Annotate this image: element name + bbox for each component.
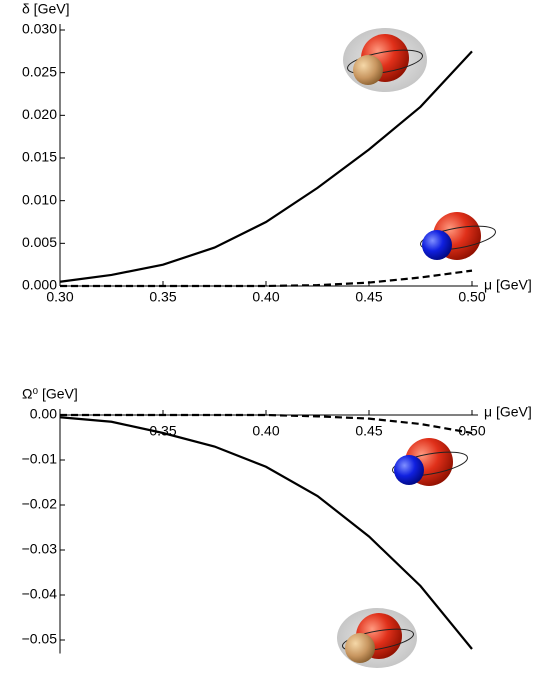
y-tick-label: −0.01	[22, 451, 58, 467]
icon-molecule-cloud	[343, 28, 427, 92]
y-tick-label: 0.030	[22, 21, 57, 37]
y-tick-label: 0.005	[22, 234, 57, 250]
x-tick-label: 0.45	[355, 423, 382, 439]
x-axis-label: μ [GeV]	[484, 404, 532, 420]
x-axis-label: μ [GeV]	[484, 277, 532, 293]
x-tick-label: 0.40	[252, 423, 279, 439]
x-tick-label: 0.35	[149, 289, 176, 305]
x-tick-label: 0.50	[458, 289, 485, 305]
y-tick-label: −0.03	[22, 541, 58, 557]
y-axis-label: δ [GeV]	[22, 1, 69, 17]
y-tick-label: −0.05	[22, 631, 58, 647]
series-line	[60, 413, 473, 435]
y-tick-label: 0.000	[22, 277, 57, 293]
y-tick-label: 0.015	[22, 149, 57, 165]
series-line	[59, 416, 473, 650]
y-tick-label: 0.010	[22, 191, 57, 207]
y-tick-label: −0.02	[22, 496, 58, 512]
series-line	[59, 50, 473, 283]
x-tick-label: 0.40	[252, 289, 279, 305]
x-tick-label: 0.30	[46, 289, 73, 305]
y-tick-label: −0.04	[22, 586, 58, 602]
y-tick-label: 0.020	[22, 106, 57, 122]
icon-molecule-cloud	[337, 608, 417, 668]
icon-molecule	[392, 438, 468, 486]
x-tick-label: 0.50	[458, 423, 485, 439]
x-tick-label: 0.45	[355, 289, 382, 305]
icon-molecule	[420, 212, 496, 260]
y-axis-label: Ω⁰ [GeV]	[22, 386, 78, 402]
y-tick-label: 0.025	[22, 63, 57, 79]
y-tick-label: 0.00	[30, 406, 57, 422]
series-line	[60, 269, 473, 288]
